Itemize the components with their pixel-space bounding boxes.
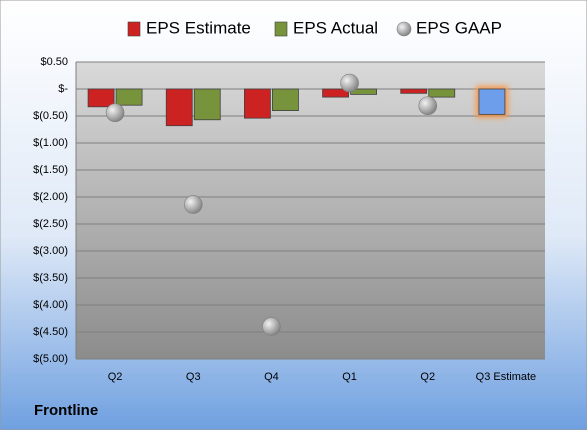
y-tick-label: $- [58, 83, 68, 95]
y-tick-label: $(2.00) [33, 191, 68, 203]
bar [244, 88, 271, 119]
y-tick-label: $(3.50) [33, 272, 68, 284]
footer: Frontline [34, 402, 98, 419]
bar [400, 88, 428, 94]
gaap-dot [183, 195, 203, 214]
x-tick-label: Q3 Estimate [476, 371, 537, 383]
legend-marker [127, 21, 141, 37]
legend-label: EPS GAAP [416, 18, 502, 37]
y-tick-label: $(3.00) [33, 245, 68, 257]
x-tick-label: Q1 [342, 371, 357, 383]
y-tick-label: $0.50 [40, 56, 68, 68]
y-tick-label: $(1.50) [33, 164, 68, 176]
bar [115, 88, 143, 106]
legend-marker [274, 21, 288, 37]
plot-area [76, 62, 545, 359]
legend-label: EPS Estimate [146, 18, 251, 37]
gaap-dot [340, 73, 359, 93]
y-tick-label: $(5.00) [33, 353, 68, 365]
bar [322, 88, 349, 98]
x-tick-label: Q2 [420, 371, 435, 383]
bar [478, 88, 506, 115]
bar [87, 88, 115, 108]
bar [272, 88, 299, 112]
x-tick-label: Q3 [186, 371, 201, 383]
y-tick-label: $(4.50) [33, 326, 68, 338]
bar [193, 88, 221, 121]
y-tick-label: $(4.00) [33, 299, 68, 311]
gaap-dot [105, 103, 125, 123]
gaap-dot [262, 317, 281, 336]
y-tick-label: $(1.00) [33, 137, 68, 149]
y-tick-label: $(2.50) [33, 218, 68, 230]
gaap-dot [418, 96, 438, 116]
legend-label: EPS Actual [293, 18, 378, 37]
bar [165, 88, 193, 127]
bar [428, 88, 456, 98]
y-tick-label: $(0.50) [33, 110, 68, 122]
legend-marker [396, 21, 412, 37]
x-tick-label: Q2 [108, 371, 123, 383]
x-tick-label: Q4 [264, 371, 279, 383]
